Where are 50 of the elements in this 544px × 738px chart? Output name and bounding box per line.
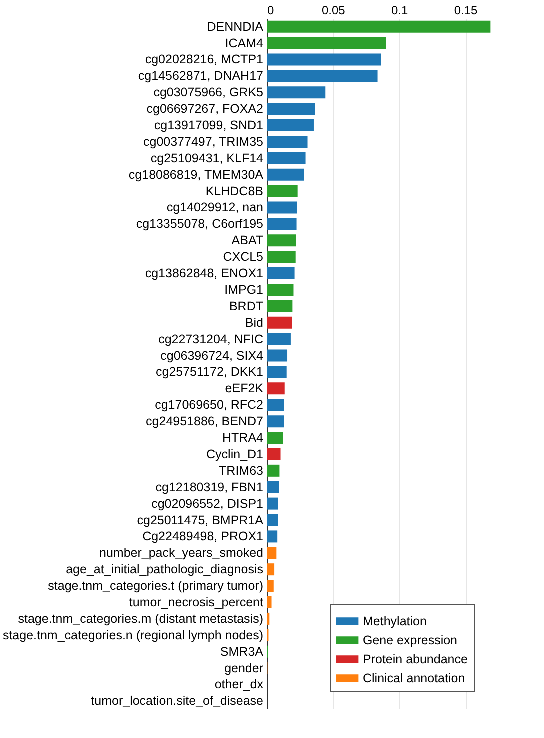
x-tick-label: 0.15 (454, 4, 478, 18)
y-tick-label: cg25109431, KLF14 (150, 151, 264, 166)
legend-label: Protein abundance (363, 652, 468, 666)
y-tick-label: SMR3A (220, 644, 264, 659)
legend-label: Clinical annotation (363, 672, 466, 686)
y-tick-label: cg14562871, DNAH17 (138, 69, 264, 84)
y-tick-label: gender (224, 661, 264, 676)
y-tick-label: ICAM4 (225, 36, 264, 50)
x-tick-label: 0 (268, 4, 274, 18)
y-tick-label: cg02028216, MCTP1 (145, 52, 264, 67)
x-tick-label: 0.1 (392, 4, 409, 18)
y-tick-label: cg06697267, FOXA2 (146, 102, 264, 116)
y-tick-label: BRDT (229, 299, 264, 314)
y-tick-label: cg14029912, nan (166, 200, 264, 215)
x-tick-label: 0.05 (322, 4, 346, 18)
y-tick-label: cg13917099, SND1 (154, 118, 264, 132)
y-tick-label: Cyclin_D1 (206, 447, 264, 462)
y-tick-label: Cg22489498, PROX1 (142, 530, 264, 544)
y-tick-label: cg03075966, GRK5 (154, 86, 264, 100)
y-tick-label: CXCL5 (223, 250, 264, 264)
legend-label: Methylation (363, 614, 427, 628)
y-tick-label: IMPG1 (224, 282, 264, 297)
y-tick-label: stage.tnm_categories.n (regional lymph nodes) (2, 628, 264, 642)
y-tick-label: age_at_initial_pathologic_diagnosis (66, 562, 264, 577)
legend-label: Gene expression (363, 634, 458, 648)
y-tick-label: cg06396724, SIX4 (160, 348, 264, 363)
y-tick-label: eEF2K (225, 382, 264, 396)
y-tick-label: number_pack_years_smoked (100, 546, 264, 560)
y-tick-label: cg13355078, C6orf195 (136, 217, 264, 232)
y-tick-label: DENNDIA (207, 20, 264, 34)
y-tick-label: cg25751172, DKK1 (156, 365, 264, 380)
y-tick-label: cg12180319, FBN1 (156, 480, 264, 494)
y-tick-label: cg25011475, BMPR1A (137, 513, 264, 528)
y-tick-label: stage.tnm_categories.t (primary tumor) (48, 579, 264, 594)
y-tick-label: HTRA4 (222, 431, 264, 446)
y-tick-label: KLHDC8B (206, 184, 264, 198)
y-tick-label: cg24951886, BEND7 (146, 414, 264, 429)
y-tick-label: cg22731204, NFIC (158, 332, 264, 346)
y-tick-label: Bid (245, 316, 264, 330)
y-tick-label: cg13862848, ENOX1 (145, 266, 264, 281)
y-tick-label: cg18086819, TMEM30A (128, 168, 264, 182)
y-tick-label: cg17069650, RFC2 (155, 398, 264, 412)
y-tick-label: tumor_location.site_of_disease (91, 694, 264, 708)
y-tick-label: other_dx (214, 678, 264, 692)
y-tick-label: cg00377497, TRIM35 (144, 134, 264, 149)
y-tick-label: tumor_necrosis_percent (129, 596, 264, 610)
y-tick-label: stage.tnm_categories.m (distant metastasis) (18, 612, 264, 626)
y-tick-label: TRIM63 (219, 464, 264, 478)
y-tick-label: ABAT (232, 234, 264, 248)
y-tick-label: cg02096552, DISP1 (152, 496, 264, 511)
